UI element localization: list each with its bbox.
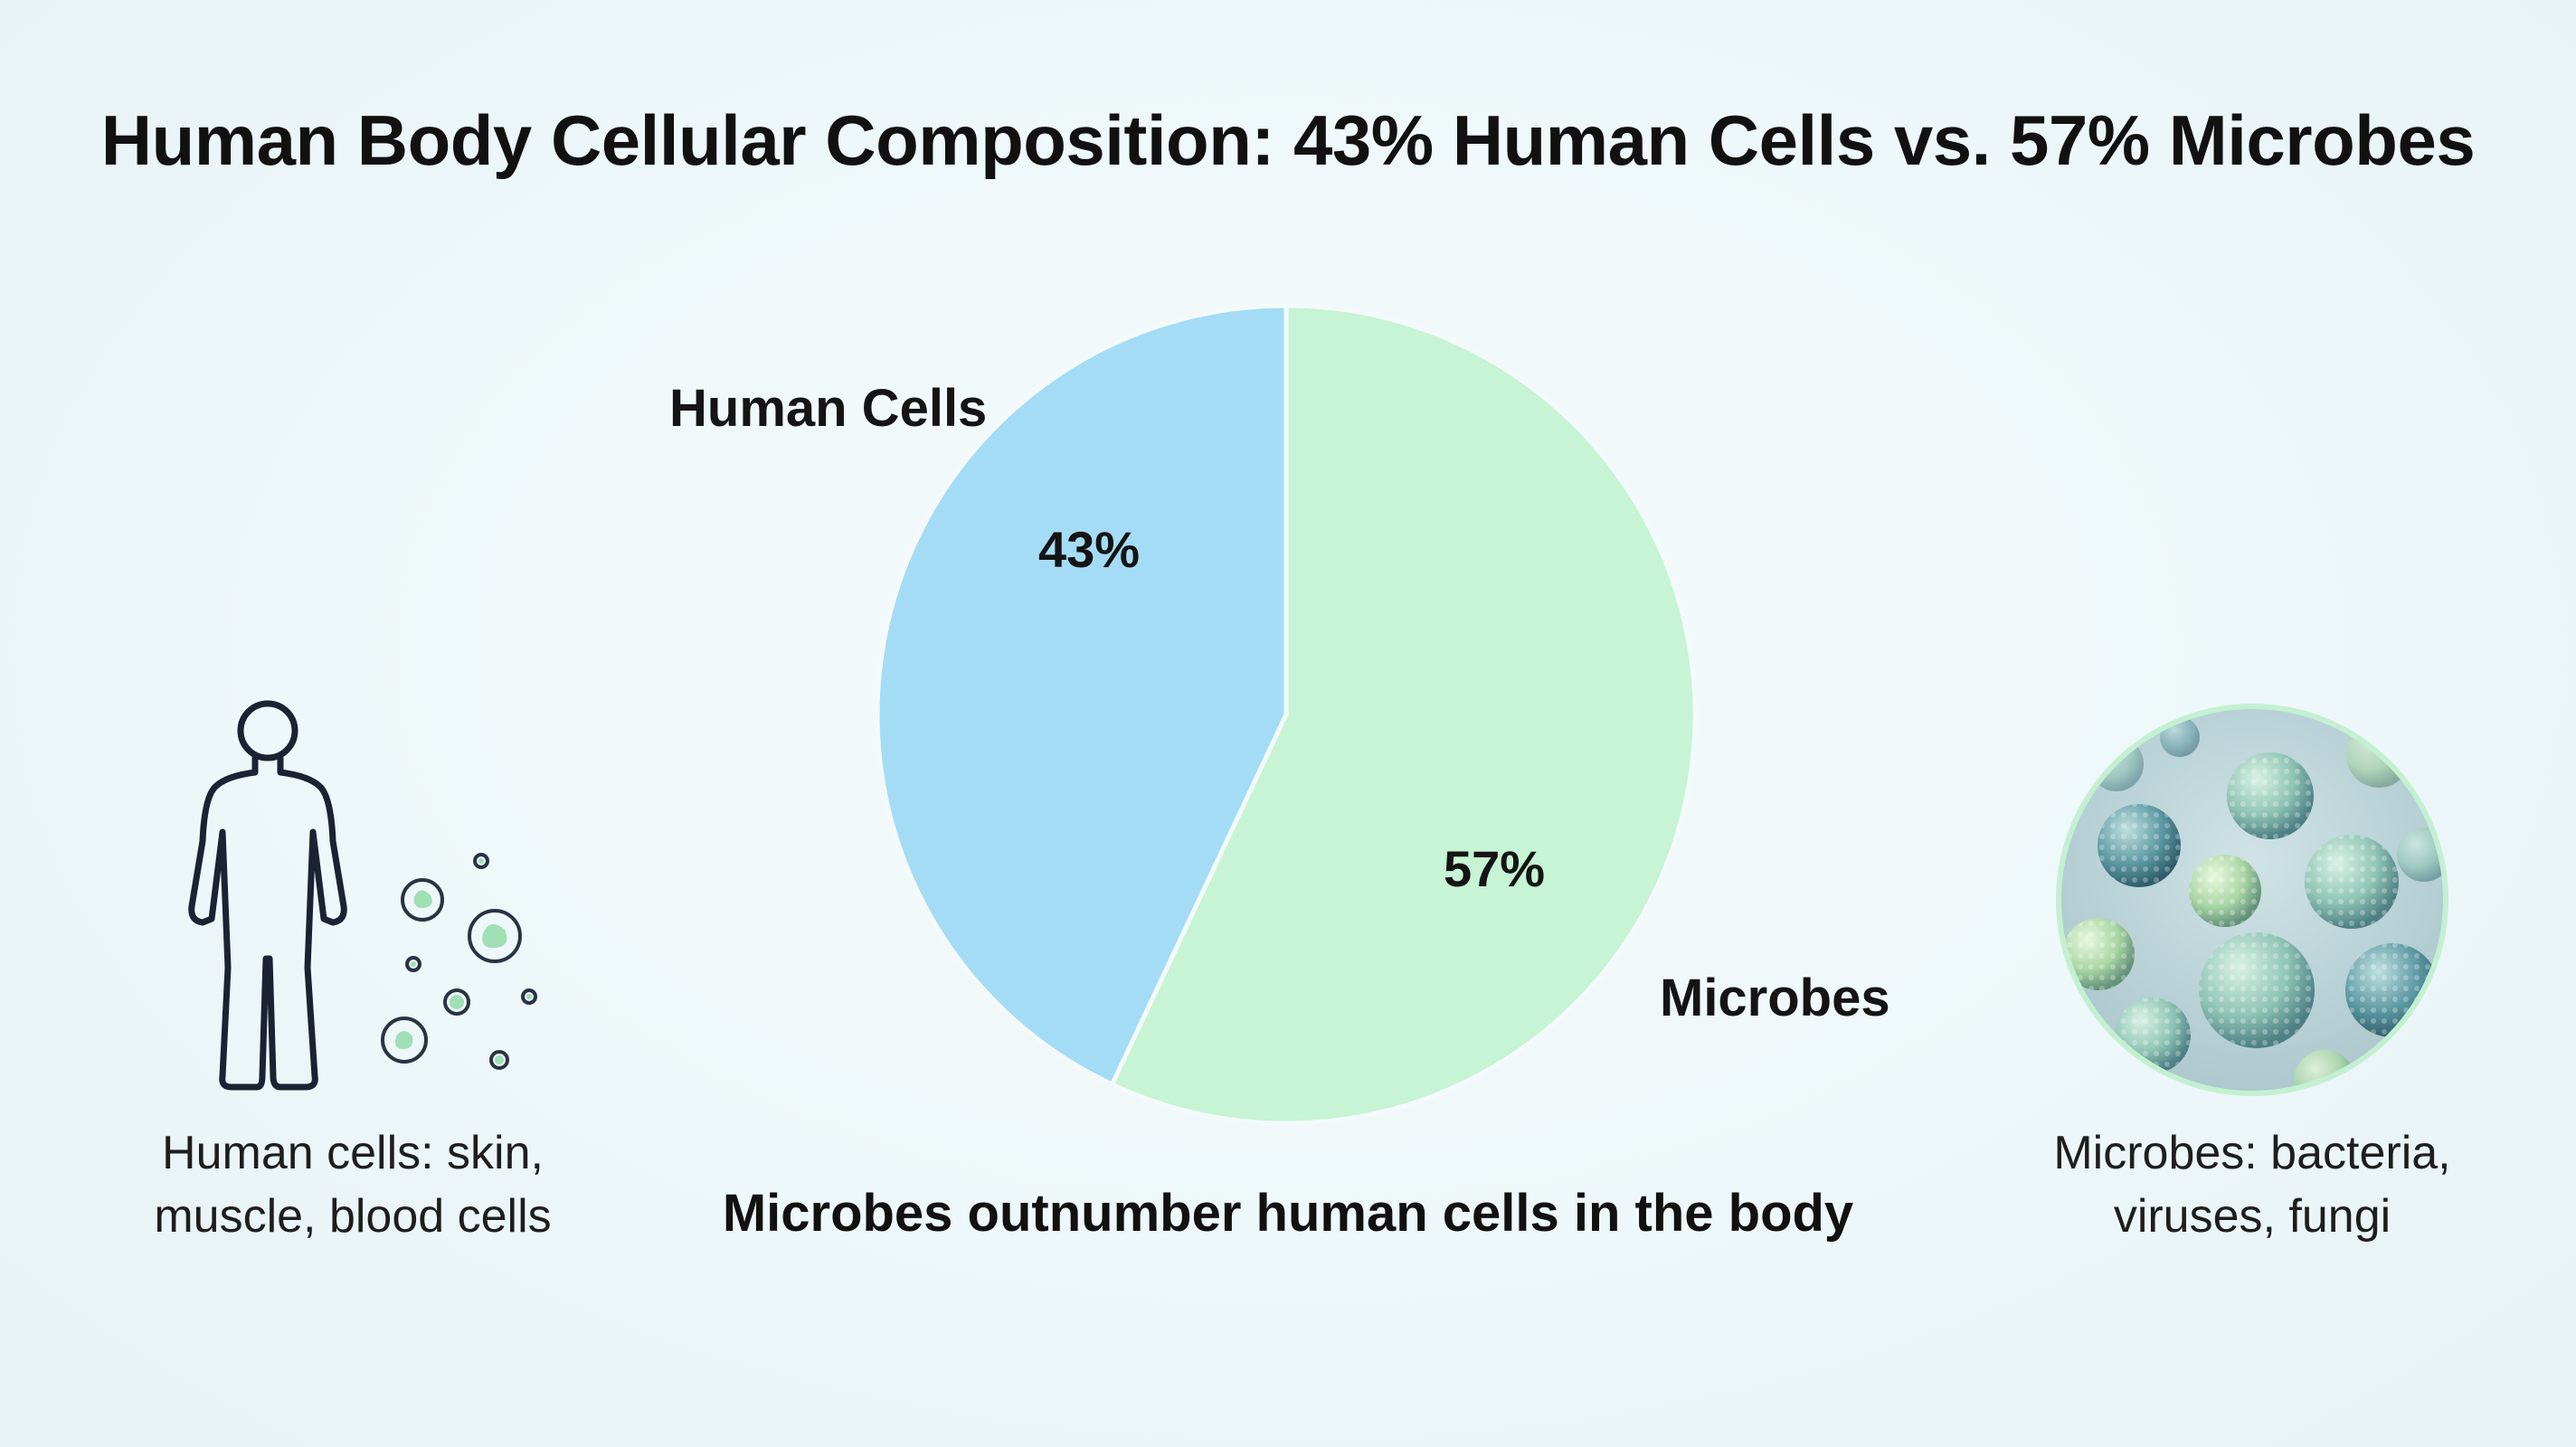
slice-label-human-cells: Human Cells: [669, 379, 988, 438]
chart-caption: Microbes outnumber human cells in the bo…: [722, 1184, 1854, 1243]
microbes-description: Microbes: bacteria, viruses, fungi: [1990, 1121, 2514, 1248]
microbes-image: [2056, 704, 2448, 1096]
human-cells-description: Human cells: skin, muscle, blood cells: [99, 1121, 606, 1248]
human-figure-icon: [188, 700, 537, 1091]
chart-title: Human Body Cellular Composition: 43% Hum…: [100, 100, 2476, 180]
human-cells-description-line2: muscle, blood cells: [154, 1190, 552, 1243]
human-cells-description-line1: Human cells: skin,: [162, 1127, 544, 1179]
data-label-microbes: 57%: [1444, 840, 1546, 897]
data-label-human-cells: 43%: [1038, 521, 1141, 578]
microbes-description-line2: viruses, fungi: [2113, 1190, 2391, 1243]
pie-slice-human-cells: [875, 303, 1289, 1088]
slice-label-microbes: Microbes: [1660, 969, 1890, 1027]
microbes-description-line1: Microbes: bacteria,: [2053, 1127, 2451, 1179]
pie-slice-microbes: [1109, 303, 1698, 1126]
